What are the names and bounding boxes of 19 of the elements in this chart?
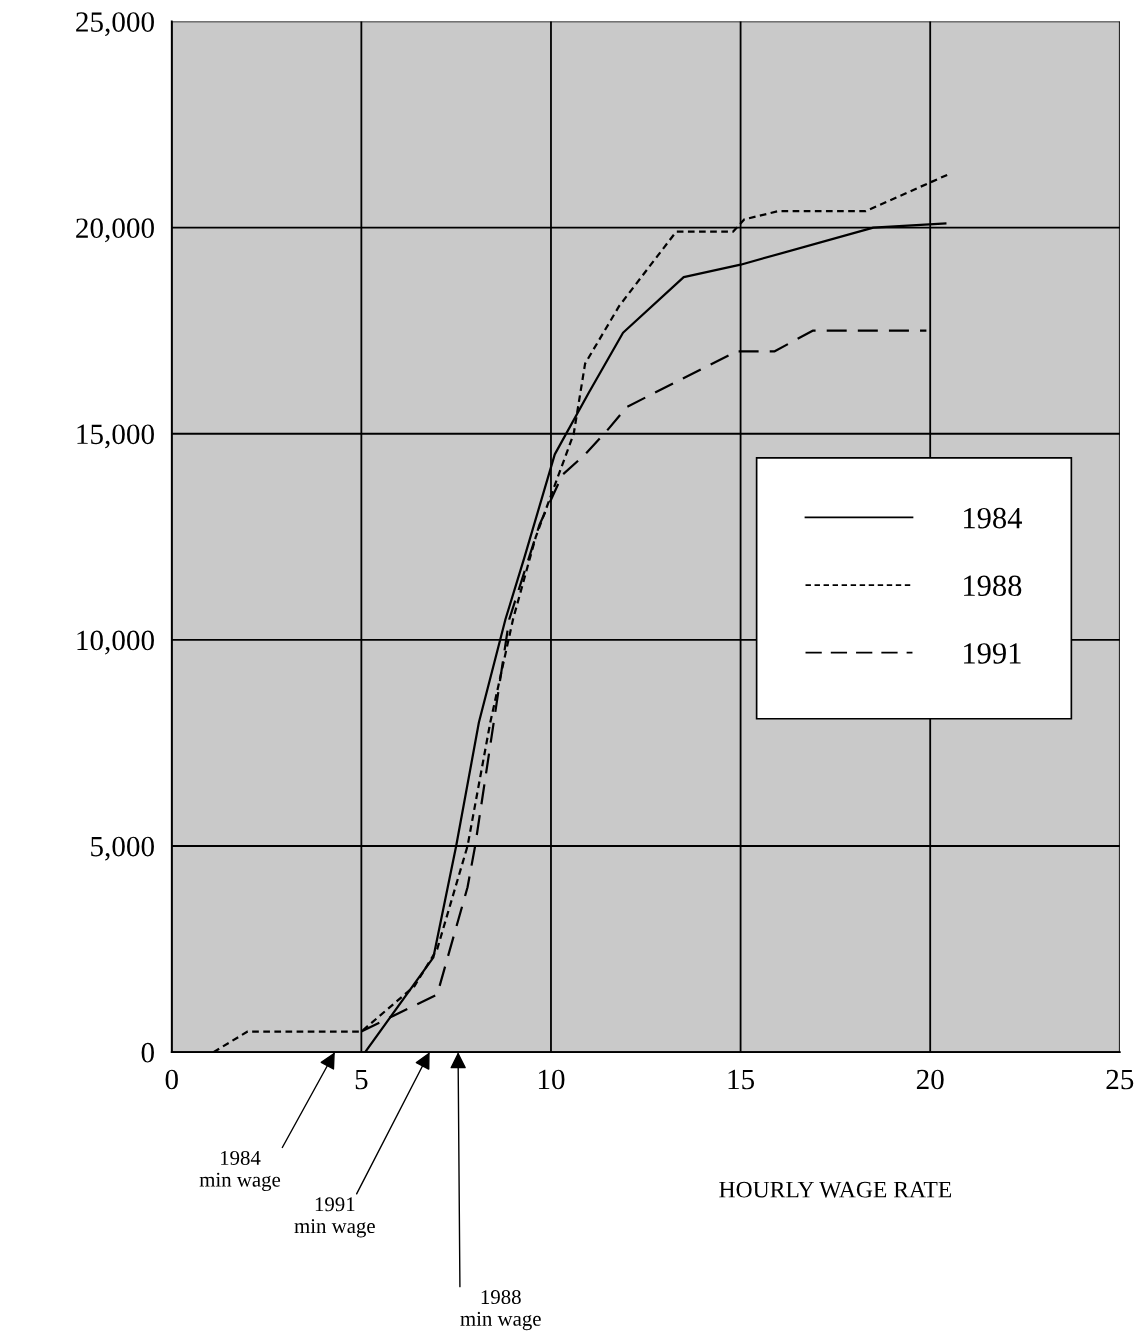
y-tick-label: 20,000 xyxy=(76,218,154,243)
text: 1988 min wage xyxy=(460,1290,541,1331)
legend-label: 1991 xyxy=(964,643,1021,664)
x-tick-label: 25 xyxy=(1106,1069,1134,1090)
text: 1984 min wage xyxy=(199,1150,281,1192)
legend-label: 1988 xyxy=(964,575,1022,597)
legend-label: 1984 xyxy=(964,507,1022,529)
x-tick-label: 5 xyxy=(355,1069,368,1090)
y-tick-label: 25,000 xyxy=(76,12,154,37)
x-tick-label: 20 xyxy=(916,1069,944,1090)
y-tick-label: 10,000 xyxy=(77,630,154,655)
y-tick-label: 5,000 xyxy=(91,836,154,861)
x-tick-label: 10 xyxy=(538,1069,565,1090)
y-tick-label: 15,000 xyxy=(77,424,154,449)
y-tick-label: 0 xyxy=(141,1042,154,1063)
text: 1991 min wage xyxy=(294,1197,375,1238)
x-tick-label: 0 xyxy=(165,1069,178,1090)
x-tick-label: 15 xyxy=(728,1069,755,1090)
x-axis-title: HOURLY WAGE RATE xyxy=(719,1181,952,1198)
